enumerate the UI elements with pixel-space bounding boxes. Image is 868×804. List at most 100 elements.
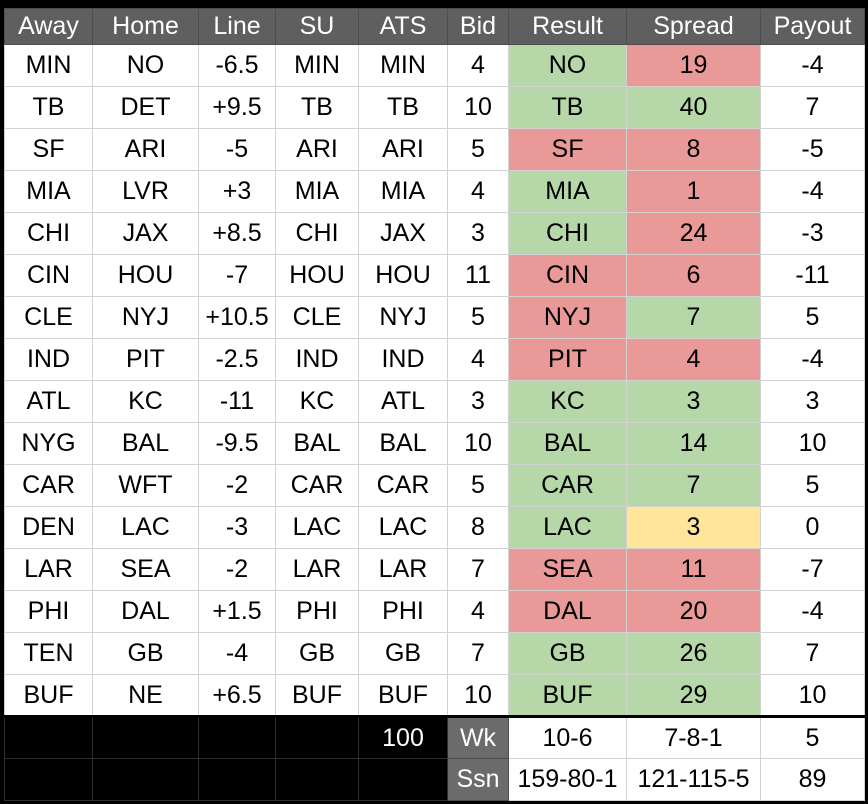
bid-cell[interactable]: 7: [447, 548, 509, 591]
home-team-cell[interactable]: BAL: [92, 422, 199, 465]
su-pick-cell[interactable]: CAR: [275, 464, 359, 507]
column-header-bid[interactable]: Bid: [447, 8, 509, 45]
home-team-cell[interactable]: WFT: [92, 464, 199, 507]
ats-pick-cell[interactable]: LAR: [358, 548, 448, 591]
line-cell[interactable]: -9.5: [198, 422, 276, 465]
bid-cell[interactable]: 3: [447, 212, 509, 255]
ats-pick-cell[interactable]: GB: [358, 632, 448, 675]
bid-cell[interactable]: 4: [447, 170, 509, 213]
spread-cell[interactable]: 29: [626, 674, 761, 717]
line-cell[interactable]: +1.5: [198, 590, 276, 633]
bid-cell[interactable]: 10: [447, 422, 509, 465]
bid-cell[interactable]: 10: [447, 674, 509, 717]
bid-total-cell[interactable]: 100: [358, 715, 448, 759]
result-cell[interactable]: BAL: [508, 422, 627, 465]
spread-cell[interactable]: 1: [626, 170, 761, 213]
week-label-cell[interactable]: Wk: [447, 715, 509, 759]
line-cell[interactable]: -2.5: [198, 338, 276, 381]
line-cell[interactable]: -4: [198, 632, 276, 675]
spread-cell[interactable]: 4: [626, 338, 761, 381]
away-team-cell[interactable]: LAR: [4, 548, 93, 591]
ats-pick-cell[interactable]: CAR: [358, 464, 448, 507]
away-team-cell[interactable]: BUF: [4, 674, 93, 717]
home-team-cell[interactable]: GB: [92, 632, 199, 675]
week-ats-record-cell[interactable]: 7-8-1: [626, 715, 761, 759]
home-team-cell[interactable]: SEA: [92, 548, 199, 591]
result-cell[interactable]: MIA: [508, 170, 627, 213]
result-cell[interactable]: KC: [508, 380, 627, 423]
home-team-cell[interactable]: DET: [92, 86, 199, 129]
column-header-spread[interactable]: Spread: [626, 8, 761, 45]
away-team-cell[interactable]: CAR: [4, 464, 93, 507]
su-pick-cell[interactable]: BUF: [275, 674, 359, 717]
su-pick-cell[interactable]: GB: [275, 632, 359, 675]
line-cell[interactable]: -3: [198, 506, 276, 549]
payout-cell[interactable]: -4: [760, 590, 865, 633]
su-pick-cell[interactable]: MIA: [275, 170, 359, 213]
line-cell[interactable]: -11: [198, 380, 276, 423]
column-header-line[interactable]: Line: [198, 8, 276, 45]
ats-pick-cell[interactable]: BUF: [358, 674, 448, 717]
su-pick-cell[interactable]: LAC: [275, 506, 359, 549]
payout-cell[interactable]: -4: [760, 338, 865, 381]
away-team-cell[interactable]: DEN: [4, 506, 93, 549]
bid-cell[interactable]: 7: [447, 632, 509, 675]
bid-cell[interactable]: 8: [447, 506, 509, 549]
home-team-cell[interactable]: PIT: [92, 338, 199, 381]
spread-cell[interactable]: 6: [626, 254, 761, 297]
su-pick-cell[interactable]: IND: [275, 338, 359, 381]
home-team-cell[interactable]: HOU: [92, 254, 199, 297]
away-team-cell[interactable]: CIN: [4, 254, 93, 297]
home-team-cell[interactable]: NYJ: [92, 296, 199, 339]
spread-cell[interactable]: 24: [626, 212, 761, 255]
spread-cell[interactable]: 3: [626, 380, 761, 423]
ats-pick-cell[interactable]: HOU: [358, 254, 448, 297]
home-team-cell[interactable]: NE: [92, 674, 199, 717]
ats-pick-cell[interactable]: PHI: [358, 590, 448, 633]
bid-cell[interactable]: 5: [447, 128, 509, 171]
bid-cell[interactable]: 11: [447, 254, 509, 297]
away-team-cell[interactable]: MIN: [4, 44, 93, 87]
su-pick-cell[interactable]: KC: [275, 380, 359, 423]
column-header-ats[interactable]: ATS: [358, 8, 448, 45]
spread-cell[interactable]: 7: [626, 296, 761, 339]
su-pick-cell[interactable]: CLE: [275, 296, 359, 339]
payout-cell[interactable]: -3: [760, 212, 865, 255]
spread-cell[interactable]: 26: [626, 632, 761, 675]
season-su-record-cell[interactable]: 159-80-1: [508, 758, 627, 801]
ats-pick-cell[interactable]: ARI: [358, 128, 448, 171]
result-cell[interactable]: CAR: [508, 464, 627, 507]
result-cell[interactable]: CIN: [508, 254, 627, 297]
spread-cell[interactable]: 14: [626, 422, 761, 465]
bid-cell[interactable]: 4: [447, 338, 509, 381]
home-team-cell[interactable]: KC: [92, 380, 199, 423]
spread-cell[interactable]: 7: [626, 464, 761, 507]
home-team-cell[interactable]: DAL: [92, 590, 199, 633]
away-team-cell[interactable]: MIA: [4, 170, 93, 213]
spread-cell[interactable]: 19: [626, 44, 761, 87]
away-team-cell[interactable]: IND: [4, 338, 93, 381]
payout-cell[interactable]: 0: [760, 506, 865, 549]
away-team-cell[interactable]: NYG: [4, 422, 93, 465]
column-header-su[interactable]: SU: [275, 8, 359, 45]
bid-cell[interactable]: 5: [447, 296, 509, 339]
spread-cell[interactable]: 40: [626, 86, 761, 129]
spread-cell[interactable]: 8: [626, 128, 761, 171]
result-cell[interactable]: CHI: [508, 212, 627, 255]
payout-cell[interactable]: 7: [760, 86, 865, 129]
payout-cell[interactable]: -5: [760, 128, 865, 171]
result-cell[interactable]: BUF: [508, 674, 627, 717]
result-cell[interactable]: NYJ: [508, 296, 627, 339]
line-cell[interactable]: -7: [198, 254, 276, 297]
away-team-cell[interactable]: TEN: [4, 632, 93, 675]
ats-pick-cell[interactable]: LAC: [358, 506, 448, 549]
column-header-away[interactable]: Away: [4, 8, 93, 45]
line-cell[interactable]: -6.5: [198, 44, 276, 87]
line-cell[interactable]: +6.5: [198, 674, 276, 717]
away-team-cell[interactable]: TB: [4, 86, 93, 129]
away-team-cell[interactable]: ATL: [4, 380, 93, 423]
result-cell[interactable]: GB: [508, 632, 627, 675]
home-team-cell[interactable]: ARI: [92, 128, 199, 171]
su-pick-cell[interactable]: LAR: [275, 548, 359, 591]
column-header-home[interactable]: Home: [92, 8, 199, 45]
